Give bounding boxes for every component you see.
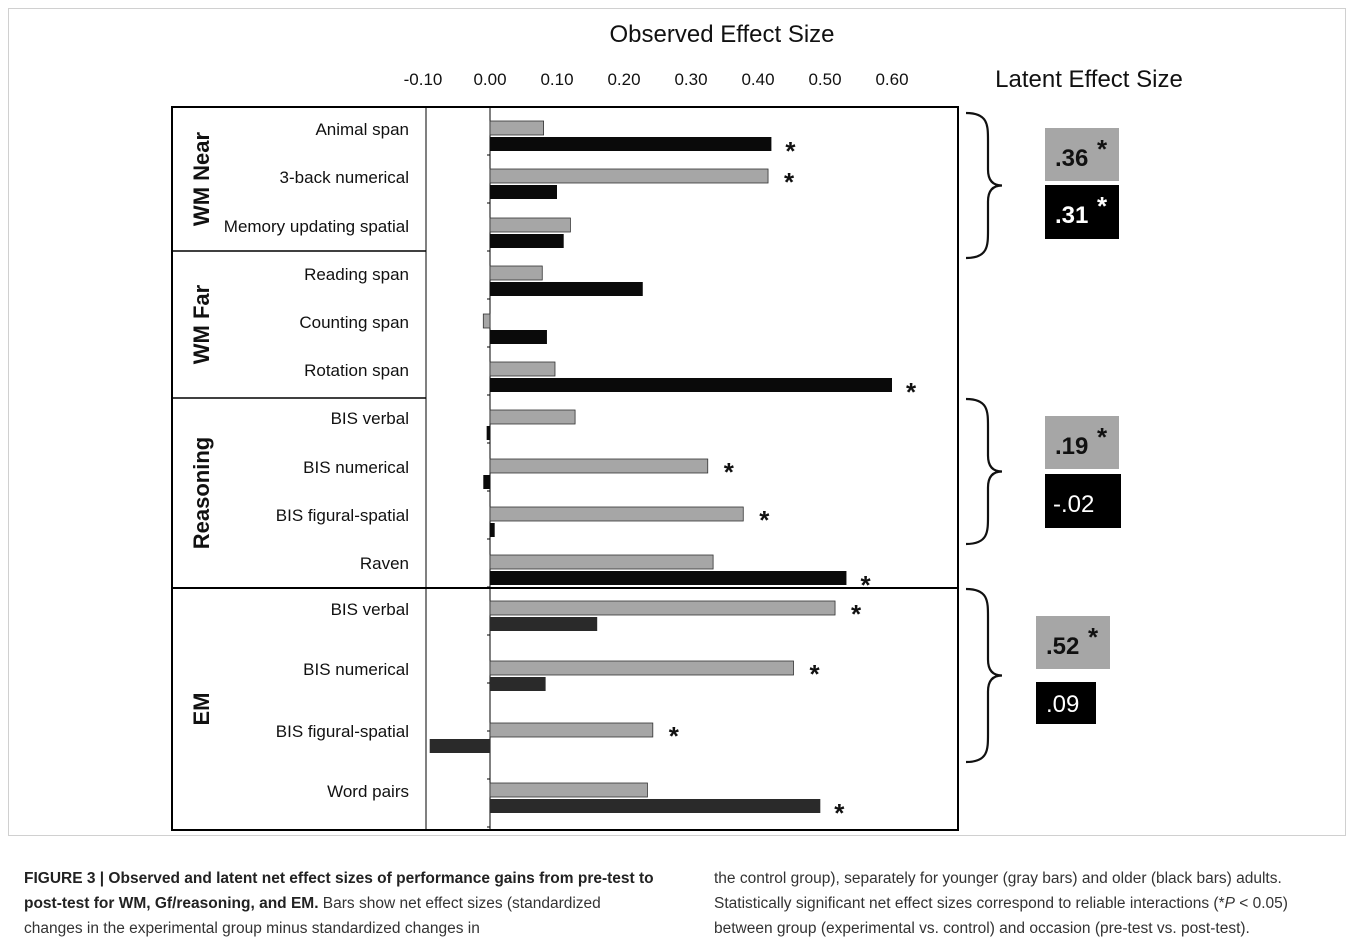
significance-star: * [834, 798, 845, 828]
latent-value-older: .09 [1046, 691, 1079, 718]
latent-box-older [1036, 682, 1096, 724]
bar-younger [489, 506, 744, 522]
bar-younger [489, 722, 654, 738]
figure-caption: FIGURE 3 | Observed and latent net effec… [24, 866, 1334, 941]
bar-older [486, 426, 490, 440]
bar-older [490, 282, 643, 296]
figure-frame [8, 8, 1346, 836]
row-label: BIS numerical [303, 660, 409, 679]
bar-younger [489, 554, 714, 570]
bar-younger [489, 458, 709, 474]
group-label: WM Near [189, 132, 214, 227]
row-label: Counting span [299, 313, 409, 332]
bar-younger [489, 782, 648, 798]
bar-older [490, 571, 847, 585]
x-tick-label: 0.00 [473, 70, 506, 89]
x-tick-label: 0.20 [607, 70, 640, 89]
group-label: WM Far [189, 284, 214, 364]
bar-older [490, 523, 495, 537]
bar-younger [489, 217, 571, 233]
bar-older [490, 137, 772, 151]
group-label: Reasoning [189, 437, 214, 549]
caption-bold: FIGURE 3 | Observed and latent net effec… [24, 870, 654, 912]
bar-younger [489, 361, 556, 377]
plot-frame [171, 106, 959, 831]
significance-star: * [860, 570, 871, 600]
latent-value-older: .31 [1055, 202, 1088, 229]
latent-value-younger: .52 [1046, 633, 1079, 660]
caption-right: the control group), separately for young… [714, 866, 1334, 941]
bar-younger [489, 409, 576, 425]
latent-value-older: -.02 [1053, 491, 1094, 518]
row-label: BIS numerical [303, 458, 409, 477]
effect-size-chart: Observed Effect Size Latent Effect Size -0… [171, 21, 1183, 831]
bar-older [429, 739, 490, 753]
row-label: BIS verbal [331, 409, 409, 428]
x-tick-label: 0.60 [875, 70, 908, 89]
latent-star-younger: * [1088, 622, 1099, 652]
significance-star: * [851, 599, 862, 629]
caption-p-italic: P [1224, 895, 1235, 912]
chart-title: Observed Effect Size [610, 21, 835, 48]
significance-star: * [669, 721, 680, 751]
latent-title: Latent Effect Size [995, 66, 1183, 93]
x-tick-label: -0.10 [404, 70, 443, 89]
row-label: BIS figural-spatial [276, 506, 409, 525]
latent-value-younger: .36 [1055, 145, 1088, 172]
latent-box-younger [1036, 616, 1110, 669]
caption-right-text-2: < 0.05) between group (experimental vs. … [714, 895, 1288, 937]
bar-older [490, 185, 557, 199]
group-brace [965, 397, 1003, 546]
row-label: Word pairs [327, 782, 409, 801]
caption-right-text-1: the control group), separately for young… [714, 870, 1282, 912]
bar-younger [489, 168, 769, 184]
latent-star-older: * [1097, 191, 1108, 221]
latent-star-younger: * [1097, 422, 1108, 452]
row-label: Rotation span [304, 361, 409, 380]
caption-p-star: * [1218, 895, 1225, 912]
bar-younger [489, 600, 836, 616]
group-label: EM [189, 693, 214, 726]
bar-older [490, 330, 547, 344]
row-label: Memory updating spatial [224, 217, 409, 236]
bar-older [490, 617, 598, 631]
group-brace [965, 587, 1003, 764]
bar-older [490, 234, 564, 248]
bar-older [483, 475, 490, 489]
bar-older [490, 378, 892, 392]
bar-younger [489, 660, 794, 676]
significance-star: * [785, 136, 796, 166]
latent-value-younger: .19 [1055, 433, 1088, 460]
row-label: 3-back numerical [280, 168, 409, 187]
significance-star: * [759, 505, 770, 535]
row-label: BIS verbal [331, 600, 409, 619]
latent-star-younger: * [1097, 134, 1108, 164]
group-brace [965, 111, 1003, 260]
row-label: Animal span [315, 120, 409, 139]
bar-older [490, 799, 821, 813]
significance-star: * [724, 457, 735, 487]
latent-box-younger [1045, 416, 1119, 469]
bar-younger [489, 265, 543, 281]
latent-box-older [1045, 185, 1119, 239]
x-tick-label: 0.10 [540, 70, 573, 89]
significance-star: * [906, 377, 917, 407]
caption-left-text: Bars show net effect sizes (standardized… [24, 895, 601, 937]
significance-star: * [810, 659, 821, 689]
bar-younger [482, 313, 491, 329]
row-label: Raven [360, 554, 409, 573]
significance-star: * [784, 167, 795, 197]
row-label: BIS figural-spatial [276, 722, 409, 741]
x-tick-label: 0.40 [741, 70, 774, 89]
latent-box-younger [1045, 128, 1119, 181]
bar-older [490, 677, 546, 691]
latent-box-older [1045, 474, 1121, 528]
row-label: Reading span [304, 265, 409, 284]
bar-younger [489, 120, 544, 136]
caption-left: FIGURE 3 | Observed and latent net effec… [24, 866, 660, 941]
x-tick-label: 0.50 [808, 70, 841, 89]
x-tick-label: 0.30 [674, 70, 707, 89]
